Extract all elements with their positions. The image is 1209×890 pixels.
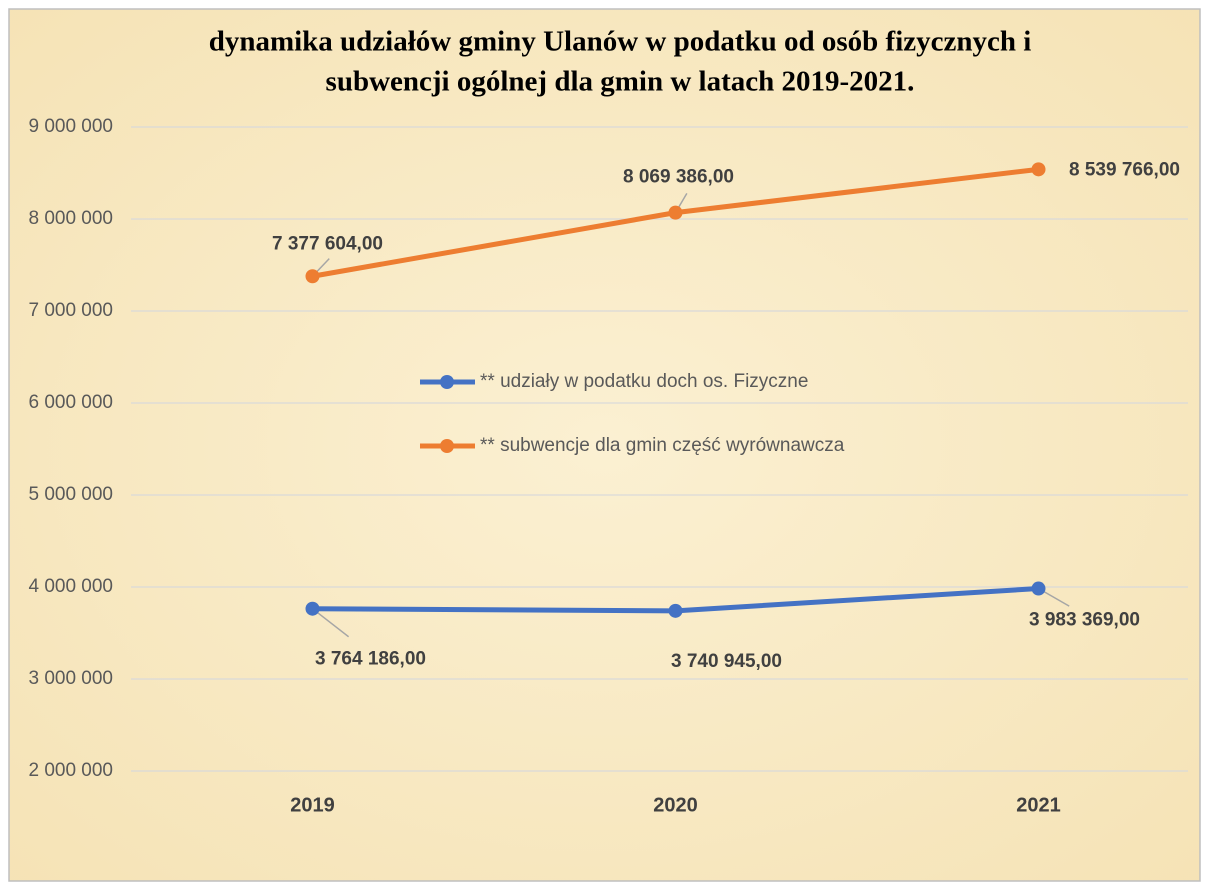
data-label: 3 740 945,00: [671, 651, 782, 672]
legend-marker: [440, 439, 454, 453]
data-point: [305, 269, 320, 284]
y-tick-label: 8 000 000: [28, 208, 113, 229]
legend-marker: [440, 375, 454, 389]
data-point: [305, 601, 320, 616]
y-tick-label: 2 000 000: [28, 760, 113, 781]
y-tick-label: 5 000 000: [28, 484, 113, 505]
data-point: [668, 603, 683, 618]
legend-label: ** udziały w podatku doch os. Fizyczne: [480, 371, 808, 392]
x-tick-label: 2021: [1016, 794, 1061, 816]
y-tick-label: 7 000 000: [28, 300, 113, 321]
data-point: [668, 205, 683, 220]
data-label: 7 377 604,00: [272, 233, 383, 254]
chart-title: subwencji ogólnej dla gmin w latach 2019…: [326, 66, 915, 98]
data-point: [1031, 581, 1046, 596]
y-tick-label: 9 000 000: [28, 116, 113, 137]
data-point: [1031, 162, 1046, 177]
y-tick-label: 4 000 000: [28, 576, 113, 597]
y-tick-label: 6 000 000: [28, 392, 113, 413]
chart-background: [8, 8, 1201, 882]
data-label: 3 764 186,00: [315, 649, 426, 670]
x-tick-label: 2019: [290, 794, 335, 816]
data-label: 8 069 386,00: [623, 167, 734, 188]
legend-label: ** subwencje dla gmin część wyrównawcza: [480, 435, 845, 456]
data-label: 8 539 766,00: [1069, 159, 1180, 180]
y-tick-label: 3 000 000: [28, 668, 113, 689]
x-tick-label: 2020: [653, 794, 698, 816]
chart-title: dynamika udziałów gminy Ulanów w podatku…: [209, 26, 1032, 58]
leader-line: [312, 608, 350, 638]
data-label: 3 983 369,00: [1029, 610, 1140, 631]
